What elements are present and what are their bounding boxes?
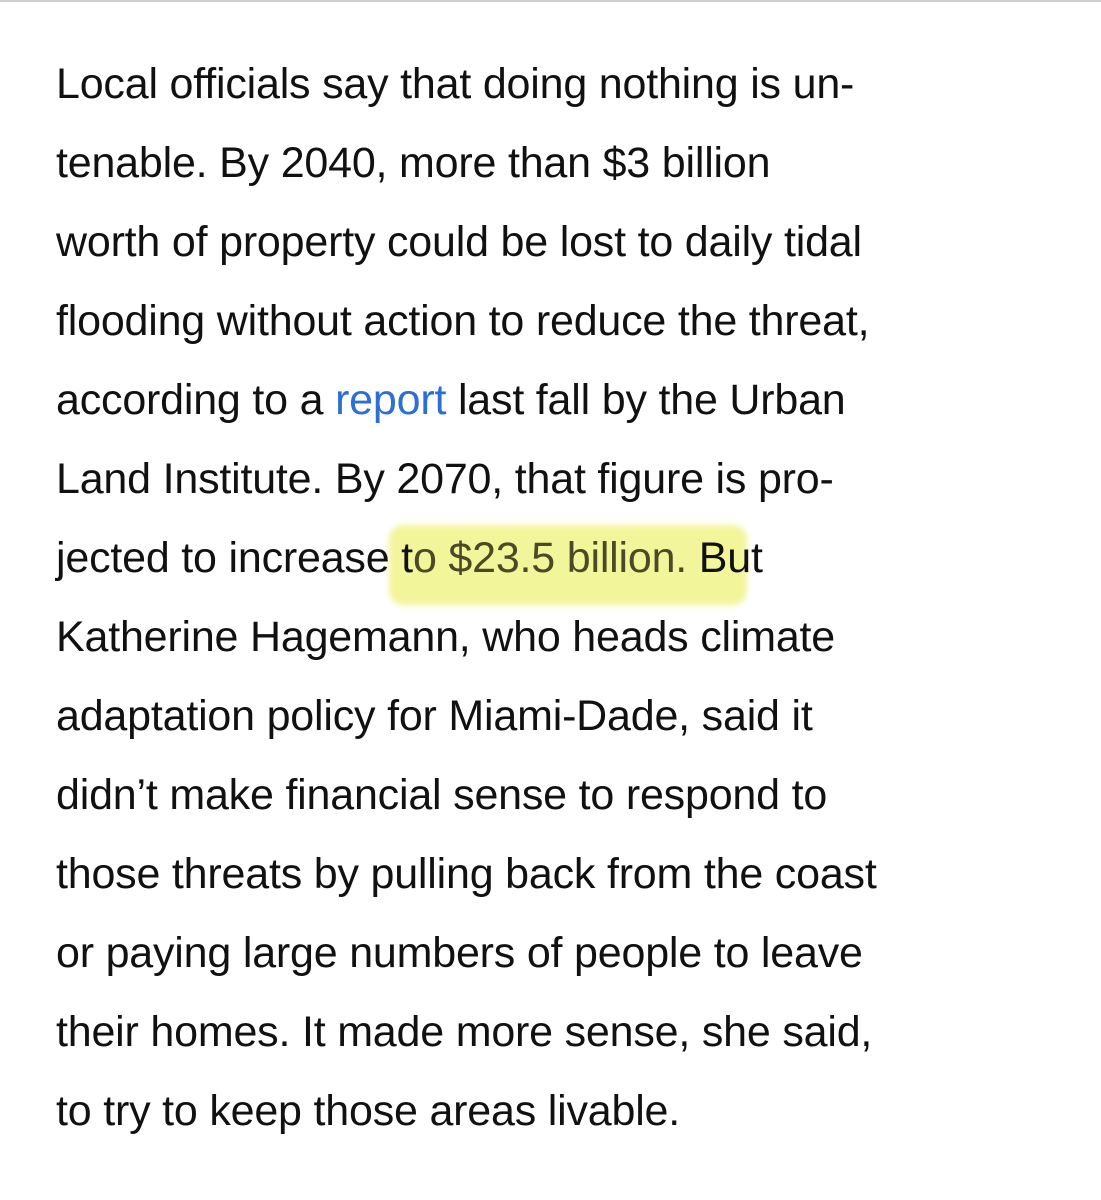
paragraph-line: or paying large numbers of people to lea… <box>56 929 863 977</box>
paragraph-line: Local officials say that doing nothing i… <box>56 60 855 108</box>
line-text: jected to increase t <box>56 534 413 582</box>
paragraph-line: Katherine Hagemann, who heads climate <box>56 613 836 661</box>
paragraph-line: to try to keep those areas livable. <box>56 1087 681 1135</box>
highlighted-text: o $23.5 billion. <box>388 519 747 605</box>
article-paragraph: Local officials say that doing nothing i… <box>56 45 1086 1151</box>
paragraph-line: Land Institute. By 2070, that figure is … <box>56 455 834 503</box>
highlight-marker <box>388 525 747 605</box>
top-divider <box>0 0 1101 2</box>
report-link[interactable]: report <box>335 376 447 424</box>
paragraph-line: adaptation policy for Miami-Dade, said i… <box>56 692 813 740</box>
paragraph-line: worth of property could be lost to daily… <box>56 218 862 266</box>
line-text: according to a <box>56 376 336 424</box>
paragraph-line: their homes. It made more sense, she sai… <box>56 1008 873 1056</box>
line-text: But <box>687 534 763 582</box>
paragraph-line: according to a report last fall by the U… <box>56 361 1086 440</box>
paragraph-line: didn’t make financial sense to respond t… <box>56 771 828 819</box>
line-text: last fall by the Urban <box>446 376 846 424</box>
paragraph-line: flooding without action to reduce the th… <box>56 297 870 345</box>
highlight-text: o $23.5 billion. <box>412 534 688 582</box>
paragraph-line: tenable. By 2040, more than $3 billion <box>56 139 771 187</box>
paragraph-line: those threats by pulling back from the c… <box>56 850 877 898</box>
